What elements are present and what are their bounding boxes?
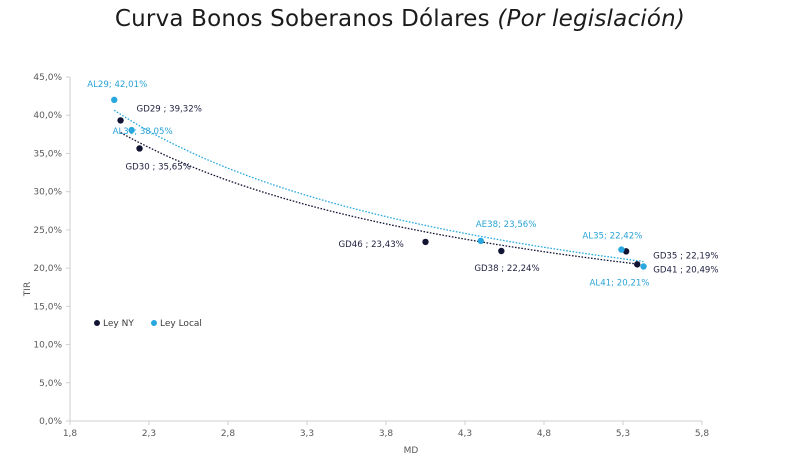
y-tick-label: 10,0% <box>33 341 62 351</box>
x-tick-label: 5,8 <box>695 429 710 439</box>
data-label: GD38 ; 22,24% <box>474 264 539 274</box>
chart-title-sub: (Por legislación) <box>497 6 686 32</box>
y-tick-label: 40,0% <box>33 111 62 121</box>
trendline-ley-local <box>113 109 644 263</box>
data-point <box>634 261 641 268</box>
y-tick-label: 20,0% <box>33 264 62 274</box>
x-tick-label: 3,3 <box>300 429 314 439</box>
chart-title: Curva Bonos Soberanos Dólares (Por legis… <box>0 6 800 32</box>
data-point <box>422 238 429 246</box>
data-label: AE38; 23,56% <box>476 220 537 230</box>
chart-axes: 0,0% 5,0% 10,0% 15,0% 20,0% 25,0% 30,0% 35,0% 40… <box>23 73 709 456</box>
y-tick-label: 25,0% <box>33 226 62 236</box>
y-tick-label: 45,0% <box>33 73 62 83</box>
data-label: GD29 ; 39,32% <box>137 104 202 114</box>
data-point <box>111 96 118 104</box>
data-label: GD46 ; 23,43% <box>339 240 404 250</box>
legend-marker <box>151 320 157 326</box>
data-point <box>128 126 135 134</box>
data-point <box>498 247 505 255</box>
x-tick-label: 1,8 <box>63 429 78 439</box>
data-label: GD41 ; 20,49% <box>653 265 718 275</box>
trendlines <box>113 109 644 265</box>
data-point <box>136 145 143 152</box>
data-points <box>111 96 647 270</box>
y-tick-label: 35,0% <box>33 149 62 159</box>
data-label: AL29; 42,01% <box>87 80 147 90</box>
y-tick-label: 30,0% <box>33 188 62 198</box>
y-tick-label: 0,0% <box>39 417 62 427</box>
x-axis-title: MD <box>404 446 419 456</box>
y-tick-label: 5,0% <box>39 379 62 389</box>
data-label: AL30; 38,05% <box>113 127 173 137</box>
y-tick-label: 15,0% <box>33 302 62 312</box>
x-tick-label: 4,8 <box>537 429 552 439</box>
chart-legend: Ley NY Ley Local <box>94 319 202 329</box>
data-point <box>618 246 625 253</box>
data-point <box>477 237 484 245</box>
legend-marker <box>94 320 100 326</box>
data-label: AL35; 22,42% <box>582 232 642 242</box>
x-tick-label: 2,3 <box>142 429 156 439</box>
x-tick-label: 2,8 <box>221 429 236 439</box>
data-label: AL41; 20,21% <box>590 279 650 289</box>
data-label: GD30 ; 35,65% <box>126 162 191 172</box>
chart-title-main: Curva Bonos Soberanos Dólares <box>114 6 490 32</box>
legend-label: Ley Local <box>160 319 202 329</box>
y-axis-title: TIR <box>23 282 33 297</box>
data-labels: GD29 ; 39,32% GD30 ; 35,65% GD46 ; 23,43% G… <box>87 80 718 289</box>
trendline-ley-ny <box>120 132 638 265</box>
data-point <box>640 263 647 270</box>
data-point <box>117 117 124 124</box>
x-tick-label: 3,8 <box>379 429 394 439</box>
data-label: GD35 ; 22,19% <box>653 251 718 261</box>
x-tick-label: 5,3 <box>616 429 630 439</box>
legend-label: Ley NY <box>103 319 134 329</box>
x-tick-label: 4,3 <box>458 429 472 439</box>
